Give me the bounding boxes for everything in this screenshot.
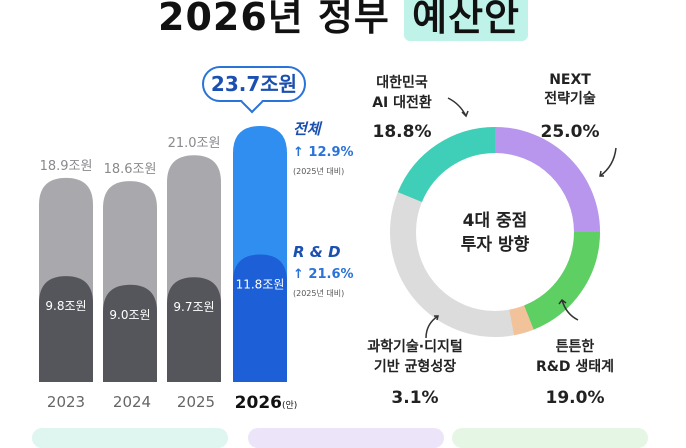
arrow-ai-icon [447, 97, 469, 118]
arrow-ecosystem-icon [558, 298, 579, 321]
slice-label-ai-line2: AI 대전환 [372, 95, 432, 111]
x-tick-2024: 2024 [112, 393, 152, 411]
x-tick-2023: 2023 [46, 393, 86, 411]
slice-value-ai: 18.8% [372, 122, 432, 142]
slice-label-next-line2: 전략기술 [544, 91, 596, 107]
slice-value-balanced: 3.1% [391, 388, 439, 408]
bar-rnd-2025 [167, 277, 221, 382]
donut-slice-ecosystem [390, 127, 600, 337]
rnd-change-value: ↑ 21.6% [293, 267, 354, 282]
bottom-card-strip-2 [248, 428, 444, 448]
title-main: 2026년 정부 [158, 0, 390, 39]
total-change-stat: 전체 ↑ 12.9% (2025년 대비) [293, 118, 354, 177]
bottom-card-strip-3 [452, 428, 648, 448]
rnd-change-note: (2025년 대비) [293, 289, 345, 298]
slice-label-next: NEXT 전략기술 [520, 72, 620, 108]
arrow-next-icon [599, 147, 617, 177]
bar-rnd-label-2023: 9.8조원 [45, 299, 86, 313]
rnd-change-label: R & D [293, 243, 341, 261]
slice-value-ecosystem: 19.0% [545, 388, 605, 408]
bar-total-label-2023: 18.9조원 [40, 159, 93, 174]
slice-label-ai-line1: 대한민국 [376, 75, 428, 91]
total-change-note: (2025년 대비) [293, 167, 345, 176]
rnd-change-stat: R & D ↑ 21.6% (2025년 대비) [293, 243, 354, 299]
slice-label-ecosystem: 튼튼한 R&D 생태계 [525, 336, 625, 376]
arrow-balanced-icon [425, 315, 439, 339]
page-title: 2026년 정부 예산안 [0, 0, 686, 41]
bar-rnd-2023 [39, 276, 93, 382]
x-tick-2026-suffix: (안) [282, 401, 298, 411]
slice-label-next-line1: NEXT [549, 72, 591, 88]
x-tick-2025: 2025 [176, 393, 216, 411]
donut-center-line1: 4대 중점 [463, 211, 528, 231]
title-highlight: 예산안 [404, 0, 528, 41]
donut-slice-balanced [390, 127, 600, 337]
donut-slice-ai [389, 127, 600, 337]
total-2026-callout: 23.7조원 [202, 66, 306, 102]
slice-label-balanced-line1: 과학기술·디지털 [367, 339, 463, 355]
x-tick-2026: 2026(안) [228, 393, 304, 413]
bar-rnd-2026 [233, 254, 287, 382]
slice-label-ecosystem-line2: R&D 생태계 [535, 359, 615, 375]
bar-rnd-label-2026: 11.8조원 [236, 278, 285, 292]
bar-rnd-2024 [103, 284, 157, 382]
bar-total-label-2025: 21.0조원 [168, 136, 221, 151]
slice-value-next: 25.0% [540, 122, 600, 142]
slice-label-ecosystem-line1: 튼튼한 [555, 339, 595, 355]
bottom-card-strip-1 [32, 428, 228, 448]
donut-center-line2: 투자 방향 [461, 234, 530, 255]
slice-label-balanced: 과학기술·디지털 기반 균형성장 [345, 336, 485, 376]
total-change-label: 전체 [293, 120, 321, 138]
total-change-value: ↑ 12.9% [293, 145, 354, 160]
bar-rnd-label-2024: 9.0조원 [109, 308, 150, 322]
slice-label-ai: 대한민국 AI 대전환 [352, 72, 452, 112]
bar-rnd-label-2025: 9.7조원 [173, 300, 214, 314]
bar-total-label-2024: 18.6조원 [104, 162, 157, 177]
slice-label-balanced-line2: 기반 균형성장 [373, 359, 457, 375]
x-tick-2026-year: 2026 [234, 393, 282, 413]
